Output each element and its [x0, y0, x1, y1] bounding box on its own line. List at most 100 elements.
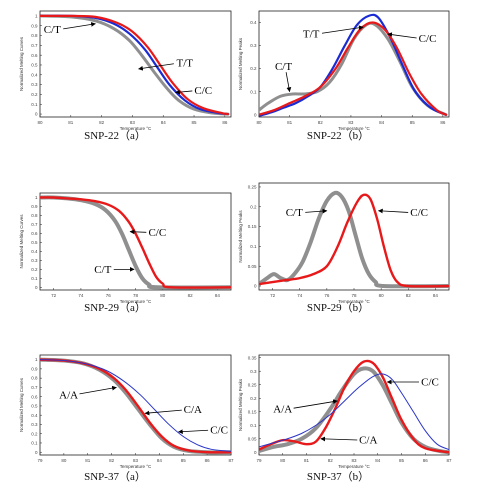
panel-caption: SNP-22（a）: [84, 129, 146, 142]
x-tick-label: 82: [109, 458, 115, 463]
x-tick-label: 78: [351, 293, 357, 298]
y-tick-label: 0.15: [248, 409, 257, 414]
y-tick-label: 0.2: [250, 66, 257, 71]
annotation-arrow: [377, 208, 409, 214]
x-tick-label: 84: [161, 120, 167, 125]
series-line-gray: [40, 14, 230, 116]
chart-snp29a: 72 74 76 78 80 82 84 0 0.1 0.2 0.3 0.4 0.5 0.6 0.7 0.8 0…: [19, 192, 232, 314]
y-tick-label: 0.8: [31, 213, 38, 218]
x-tick-label: 81: [304, 458, 310, 463]
series-line-blue: [259, 13, 448, 117]
y-tick-label: 0.9: [31, 204, 38, 209]
y-tick-label: 0.15: [248, 224, 257, 229]
y-tick-label: 0.25: [248, 382, 257, 387]
series-group: [40, 357, 231, 455]
annotation-arrow: [138, 63, 174, 71]
x-tick-label: 80: [379, 293, 385, 298]
chart-snp29b: 72 74 76 78 80 82 84 0 0.05 0.1 0.15 0.2 0.25 Tempera…: [238, 182, 450, 314]
y-tick-label: 0.4: [31, 249, 38, 254]
genotype-label: C/C: [194, 85, 212, 97]
genotype-label: C/C: [410, 207, 428, 219]
series-line-red: [259, 359, 449, 454]
series-line-gray: [259, 190, 449, 289]
annotation-arrow: [285, 72, 292, 93]
y-tick-label: 0: [254, 112, 257, 117]
y-tick-label: 0.9: [31, 23, 38, 28]
x-tick-label: 82: [318, 120, 324, 125]
annotation-arrow: [144, 409, 182, 416]
y-tick-label: 0.3: [31, 258, 38, 263]
y-axis-label: Normalized Melting Peaks: [238, 210, 243, 263]
annotation-arrow: [293, 399, 338, 409]
y-tick-label: 1: [35, 14, 38, 19]
y-tick-label: 0.7: [31, 43, 38, 48]
genotype-label: T/T: [177, 58, 194, 70]
x-tick-label: 76: [106, 293, 112, 298]
y-tick-label: 0.2: [31, 92, 38, 97]
x-tick-label: 74: [297, 293, 303, 298]
x-tick-label: 83: [348, 120, 354, 125]
x-tick-label: 83: [351, 458, 357, 463]
series-line-thin_blue: [259, 373, 449, 451]
y-axis-label: Normalized Melting Curves: [19, 377, 24, 432]
x-tick-label: 87: [446, 458, 452, 463]
chart-snp37a: 79 80 81 82 83 84 85 86 87 0 0.1 0.2 0.3 0.4 0.5 0.6 0.7…: [19, 354, 234, 483]
y-tick-label: 0.5: [31, 240, 38, 245]
chart-snp37b: 79 80 81 82 83 84 85 86 87 0 0.05 0.1 0.15 0.2 0.25 0.3…: [238, 354, 452, 483]
y-tick-label: 0.2: [31, 431, 38, 436]
x-tick-label: 80: [256, 120, 262, 125]
genotype-label: C/T: [286, 207, 303, 219]
genotype-label: C/C: [148, 227, 166, 239]
y-tick-label: 0: [35, 112, 38, 117]
genotype-label: C/T: [94, 264, 111, 276]
genotype-label: C/A: [359, 435, 377, 447]
y-tick-label: 0.6: [31, 394, 38, 399]
annotation-arrow: [305, 208, 328, 214]
x-tick-label: 86: [205, 458, 211, 463]
panel-caption: SNP-29（a）: [84, 301, 146, 314]
y-tick-label: 0: [254, 284, 257, 289]
x-tick-label: 83: [133, 458, 139, 463]
series-group: [259, 190, 449, 289]
x-tick-label: 79: [37, 458, 43, 463]
x-tick-label: 84: [375, 458, 381, 463]
x-tick-label: 80: [61, 458, 67, 463]
y-tick-label: 0.8: [31, 33, 38, 38]
y-tick-label: 0.1: [31, 276, 38, 281]
plot-frame: [39, 192, 232, 291]
genotype-label: A/A: [59, 389, 78, 401]
genotype-label: C/C: [421, 377, 439, 389]
genotype-label: A/A: [273, 404, 292, 416]
y-tick-label: 0.3: [250, 369, 257, 374]
y-tick-label: 0.05: [248, 264, 257, 269]
x-tick-label: 82: [188, 293, 194, 298]
x-tick-label: 82: [99, 120, 105, 125]
panel-caption: SNP-29（b）: [307, 301, 369, 314]
x-tick-label: 84: [157, 458, 163, 463]
y-tick-label: 0.5: [31, 404, 38, 409]
y-tick-label: 0.25: [248, 185, 257, 190]
x-tick-label: 81: [68, 120, 74, 125]
y-tick-label: 0.2: [31, 267, 38, 272]
x-axis-label: Temperature °C: [120, 299, 152, 304]
y-tick-label: 0.7: [31, 385, 38, 390]
x-tick-label: 84: [433, 293, 439, 298]
y-tick-label: 0.3: [250, 43, 257, 48]
y-tick-label: 0.2: [250, 396, 257, 401]
panel-caption: SNP-37（b）: [307, 470, 369, 483]
x-axis-label: Temperature °C: [338, 464, 370, 469]
series-group: [259, 359, 449, 455]
x-axis-label: Temperature °C: [338, 299, 370, 304]
panel-caption: SNP-22（b）: [307, 129, 369, 142]
annotation-arrow: [321, 25, 364, 34]
y-axis-label: Normalized Melting Peaks: [238, 378, 243, 431]
chart-snp22b: 80 81 82 83 84 85 86 0 0.1 0.2 0.3 0.4 Temperature °…: [238, 10, 450, 142]
genotype-label: C/C: [419, 33, 437, 45]
y-tick-label: 1: [35, 357, 38, 362]
y-tick-label: 1: [35, 195, 38, 200]
x-tick-label: 85: [399, 458, 405, 463]
y-tick-label: 0.5: [31, 63, 38, 68]
x-tick-label: 84: [379, 120, 385, 125]
y-tick-label: 0.1: [250, 244, 257, 249]
